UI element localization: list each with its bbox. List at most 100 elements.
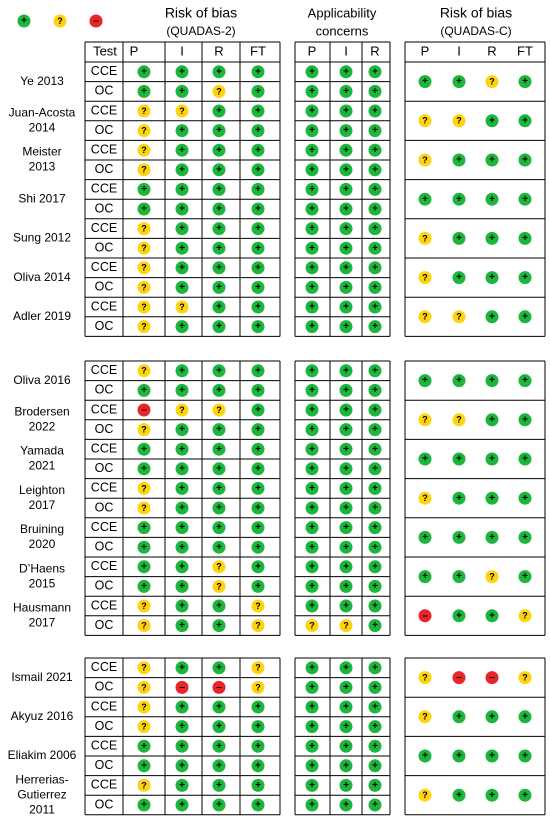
- applicability-judgement-symbol: +: [343, 702, 349, 713]
- test-label: OC: [95, 123, 114, 137]
- quadasc-judgement-symbol: +: [522, 375, 528, 386]
- applicability-judgement: [305, 798, 319, 812]
- applicability-judgement: [339, 501, 353, 515]
- quadas2-judgement: [212, 739, 226, 753]
- applicability-judgement: [305, 104, 319, 118]
- study-name: Shi 2017: [18, 191, 66, 205]
- applicability-judgement: [339, 798, 353, 812]
- quadas2-judgement-symbol: ?: [255, 601, 261, 611]
- study-name: Eliakim 2006: [8, 748, 77, 762]
- quadas2-judgement: [212, 320, 226, 334]
- quadasc-judgement-symbol: ?: [456, 116, 462, 126]
- quadas2-judgement: [251, 481, 265, 495]
- study-name: Ye 2013: [20, 74, 64, 88]
- quadas2-judgement-symbol: +: [216, 741, 222, 752]
- quadas2-judgement-symbol: +: [179, 522, 185, 533]
- quadas2-judgement-symbol: +: [216, 503, 222, 514]
- quadas2-judgement: [251, 501, 265, 515]
- quadasc-judgement: [485, 114, 499, 128]
- quadasc-judgement: [418, 374, 432, 388]
- applicability-judgement: [339, 579, 353, 593]
- quadas2-judgement-symbol: +: [141, 760, 147, 771]
- quadasc-col-FT: FT: [517, 43, 533, 58]
- test-label: OC: [95, 618, 114, 632]
- applicability-judgement: [339, 261, 353, 275]
- quadas2-judgement-symbol: +: [179, 542, 185, 553]
- applicability-judgement: [339, 661, 353, 675]
- quadas2-judgement-symbol: +: [255, 522, 261, 533]
- applicability-judgement-symbol: +: [309, 542, 315, 553]
- quadasc-judgement: [418, 491, 432, 505]
- quadas2-judgement-symbol: ?: [141, 721, 147, 731]
- quadas2-judgement-symbol: –: [216, 682, 222, 693]
- quadas2-judgement: [175, 501, 189, 515]
- quadasc-judgement-symbol: +: [522, 711, 528, 722]
- study-name: Gutierrez: [17, 787, 66, 801]
- quadas2-judgement-symbol: +: [141, 204, 147, 215]
- applicability-judgement: [339, 540, 353, 554]
- quadas2-judgement: [137, 521, 151, 535]
- applicability-judgement-symbol: +: [343, 262, 349, 273]
- applicability-judgement-symbol: +: [309, 780, 315, 791]
- applicability-judgement: [339, 462, 353, 476]
- test-label: OC: [95, 500, 114, 514]
- applicability-judgement-symbol: +: [309, 106, 315, 117]
- quadasc-judgement-symbol: +: [489, 155, 495, 166]
- quadas2-judgement-symbol: +: [179, 282, 185, 293]
- study-name: 2020: [29, 537, 56, 551]
- applicability-judgement: [368, 182, 382, 196]
- quadas2-judgement: [137, 280, 151, 294]
- applicability-judgement: [305, 320, 319, 334]
- applicability-judgement: [368, 403, 382, 417]
- applicability-judgement: [339, 619, 353, 633]
- applicability-judgement-symbol: +: [343, 282, 349, 293]
- quadas2-judgement: [212, 383, 226, 397]
- applicability-judgement-symbol: +: [309, 86, 315, 97]
- applicability-judgement: [305, 521, 319, 535]
- quadasc-judgement: [418, 114, 432, 128]
- quadas2-judgement-symbol: ?: [141, 663, 147, 673]
- test-label: OC: [95, 719, 114, 733]
- quadasc-judgement-symbol: +: [456, 711, 462, 722]
- quadasc-judgement-symbol: +: [522, 311, 528, 322]
- quadasc-judgement-symbol: –: [422, 610, 428, 621]
- quadas2-judgement-symbol: ?: [141, 483, 147, 493]
- quadasc-judgement-symbol: +: [422, 375, 428, 386]
- quadas2-judgement: [212, 364, 226, 378]
- applicability-judgement-symbol: +: [309, 463, 315, 474]
- applicability-judgement-symbol: +: [309, 662, 315, 673]
- applicability-judgement: [305, 720, 319, 734]
- test-label: CCE: [91, 481, 117, 495]
- applicability-judgement: [339, 163, 353, 177]
- quadas2-judgement-symbol: +: [179, 86, 185, 97]
- quadas2-judgement: [251, 84, 265, 98]
- quadasc-judgement-symbol: +: [522, 194, 528, 205]
- applicability-judgement: [368, 300, 382, 314]
- applicability-judgement-symbol: +: [343, 682, 349, 693]
- quadas2-judgement-symbol: +: [255, 125, 261, 136]
- app-col-I: I: [344, 43, 348, 58]
- quadas2-judgement: [251, 739, 265, 753]
- test-label: OC: [95, 579, 114, 593]
- quadasc-judgement: [518, 749, 532, 763]
- quadas2-judgement: [175, 280, 189, 294]
- quadas2-judgement: [212, 143, 226, 157]
- applicability-judgement: [339, 521, 353, 535]
- quadas2-judgement-symbol: +: [216, 542, 222, 553]
- quadas2-judgement-symbol: +: [216, 800, 222, 811]
- quadas2-judgement: [137, 163, 151, 177]
- applicability-judgement-symbol: +: [309, 365, 315, 376]
- quadasc-judgement: [418, 192, 432, 206]
- quadasc-judgement-symbol: +: [422, 454, 428, 465]
- applicability-judgement: [368, 423, 382, 437]
- quadas2-judgement-symbol: +: [141, 385, 147, 396]
- quadas2-judgement-symbol: +: [216, 702, 222, 713]
- quadas2-judgement-symbol: +: [255, 542, 261, 553]
- quadas2-judgement-symbol: +: [179, 125, 185, 136]
- quadasc-judgement-symbol: +: [456, 233, 462, 244]
- quadasc-judgement: [485, 609, 499, 623]
- applicability-judgement-symbol: +: [309, 581, 315, 592]
- applicability-judgement-symbol: +: [343, 243, 349, 254]
- quadas2-judgement: [212, 104, 226, 118]
- quadas2-judgement: [137, 579, 151, 593]
